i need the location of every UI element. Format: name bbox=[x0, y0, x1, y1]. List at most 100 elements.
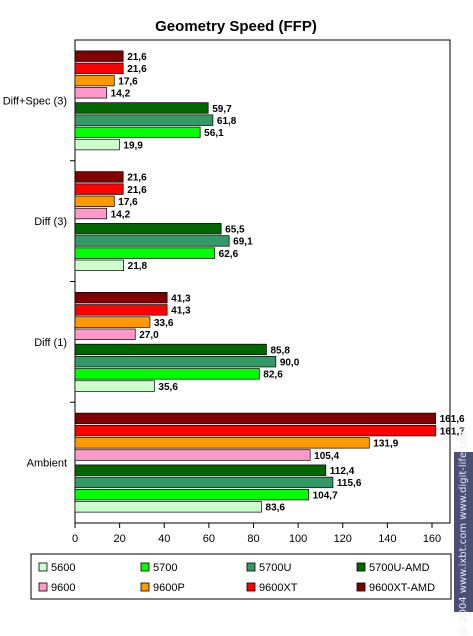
data-label: 21,6 bbox=[127, 64, 147, 75]
bar bbox=[74, 87, 108, 99]
watermark-band bbox=[454, 452, 473, 612]
bar bbox=[74, 102, 209, 114]
data-label: 14,2 bbox=[111, 209, 131, 220]
data-label: 161,6 bbox=[440, 414, 465, 425]
bar bbox=[74, 74, 115, 87]
bar bbox=[74, 223, 222, 235]
data-label: 61,8 bbox=[217, 116, 237, 127]
x-tick-label: 100 bbox=[289, 533, 307, 545]
data-label: 17,6 bbox=[118, 76, 138, 87]
data-label: 21,8 bbox=[128, 261, 148, 272]
legend-label: 5700 bbox=[153, 562, 177, 574]
bar bbox=[74, 126, 201, 139]
bar bbox=[74, 464, 327, 476]
bar bbox=[74, 247, 216, 259]
chart-title: Geometry Speed (FFP) bbox=[155, 18, 317, 35]
bar bbox=[74, 62, 124, 75]
data-label: 161,7 bbox=[440, 426, 465, 437]
legend-swatch bbox=[140, 582, 150, 592]
data-label: 131,9 bbox=[373, 439, 398, 450]
legend-label: 9600 bbox=[51, 582, 75, 594]
data-label: 35,6 bbox=[158, 382, 178, 393]
bar bbox=[74, 235, 230, 247]
chart: Geometry Speed (FFP) Diff+Spec (3) Diff (… bbox=[3, 18, 465, 600]
bar bbox=[74, 138, 120, 151]
data-label: 104,7 bbox=[313, 490, 338, 501]
bar bbox=[74, 259, 124, 271]
legend: 5600 5700 5700U 5700U-AMD 9600 9600P 9600XT 960… bbox=[30, 553, 452, 600]
bar bbox=[74, 316, 151, 328]
x-tick-label: 60 bbox=[203, 533, 215, 545]
data-label: 105,4 bbox=[314, 451, 339, 462]
legend-label: 5700U-AMD bbox=[369, 562, 430, 574]
bar bbox=[74, 356, 277, 368]
data-label: 41,3 bbox=[171, 293, 191, 304]
data-label: 115,6 bbox=[337, 478, 362, 489]
data-label: 56,1 bbox=[204, 128, 224, 139]
data-label: 69,1 bbox=[233, 237, 253, 248]
bar bbox=[74, 304, 168, 316]
legend-swatch bbox=[38, 582, 48, 592]
x-tick-label: 0 bbox=[72, 533, 78, 545]
data-label: 19,9 bbox=[123, 140, 143, 151]
legend-label: 5600 bbox=[51, 562, 75, 574]
data-label: 41,3 bbox=[171, 306, 191, 317]
bar bbox=[74, 195, 115, 207]
watermark: © 2004 www.ixbt.com www.digit-life.com bbox=[458, 427, 469, 636]
legend-swatch bbox=[356, 582, 366, 592]
bar bbox=[74, 343, 267, 356]
data-label: 21,6 bbox=[127, 173, 147, 184]
bar bbox=[74, 207, 108, 220]
bar bbox=[74, 183, 124, 195]
legend-label: 5700U bbox=[259, 562, 291, 574]
legend-swatch bbox=[246, 582, 256, 592]
bar bbox=[74, 424, 437, 437]
bar bbox=[74, 368, 260, 380]
bar bbox=[74, 328, 136, 340]
legend-label: 9600P bbox=[153, 582, 185, 594]
bar bbox=[74, 50, 124, 62]
data-label: 82,6 bbox=[263, 370, 283, 381]
bar bbox=[74, 449, 311, 461]
data-label: 83,6 bbox=[266, 503, 286, 514]
bar bbox=[74, 114, 214, 126]
data-label: 17,6 bbox=[118, 197, 138, 208]
data-label: 33,6 bbox=[154, 318, 174, 329]
bar bbox=[74, 171, 124, 183]
bar bbox=[74, 380, 155, 392]
category-label: Diff (3) bbox=[34, 216, 67, 228]
x-tick-label: 160 bbox=[423, 533, 441, 545]
legend-swatch bbox=[140, 562, 150, 572]
data-label: 21,6 bbox=[127, 185, 147, 196]
data-label: 14,2 bbox=[111, 89, 131, 100]
bar bbox=[74, 488, 309, 501]
legend-swatch bbox=[356, 562, 366, 572]
x-tick-label: 40 bbox=[158, 533, 170, 545]
x-tick-label: 80 bbox=[247, 533, 259, 545]
data-label: 85,8 bbox=[270, 345, 290, 356]
data-label: 59,7 bbox=[212, 104, 232, 115]
bar bbox=[74, 412, 436, 425]
plot-area: Diff+Spec (3) Diff (3) Diff (1) Ambient 21,6… bbox=[3, 39, 465, 545]
legend-label: 9600XT-AMD bbox=[369, 582, 435, 594]
bar bbox=[74, 476, 334, 489]
bar bbox=[74, 292, 168, 304]
legend-swatch bbox=[38, 562, 48, 572]
x-tick-label: 140 bbox=[378, 533, 396, 545]
data-label: 62,6 bbox=[219, 249, 239, 260]
x-tick-label: 120 bbox=[334, 533, 352, 545]
legend-box bbox=[30, 553, 452, 600]
data-label: 65,5 bbox=[225, 225, 245, 236]
bar bbox=[74, 501, 262, 513]
data-label: 112,4 bbox=[330, 466, 355, 477]
data-label: 21,6 bbox=[127, 52, 147, 63]
category-label: Diff+Spec (3) bbox=[3, 95, 67, 107]
category-label: Ambient bbox=[27, 458, 67, 470]
bar bbox=[74, 437, 370, 449]
x-tick-label: 20 bbox=[114, 533, 126, 545]
legend-swatch bbox=[246, 562, 256, 572]
legend-label: 9600XT bbox=[259, 582, 298, 594]
data-label: 27,0 bbox=[139, 330, 159, 341]
data-label: 90,0 bbox=[280, 357, 300, 368]
category-label: Diff (1) bbox=[34, 337, 67, 349]
